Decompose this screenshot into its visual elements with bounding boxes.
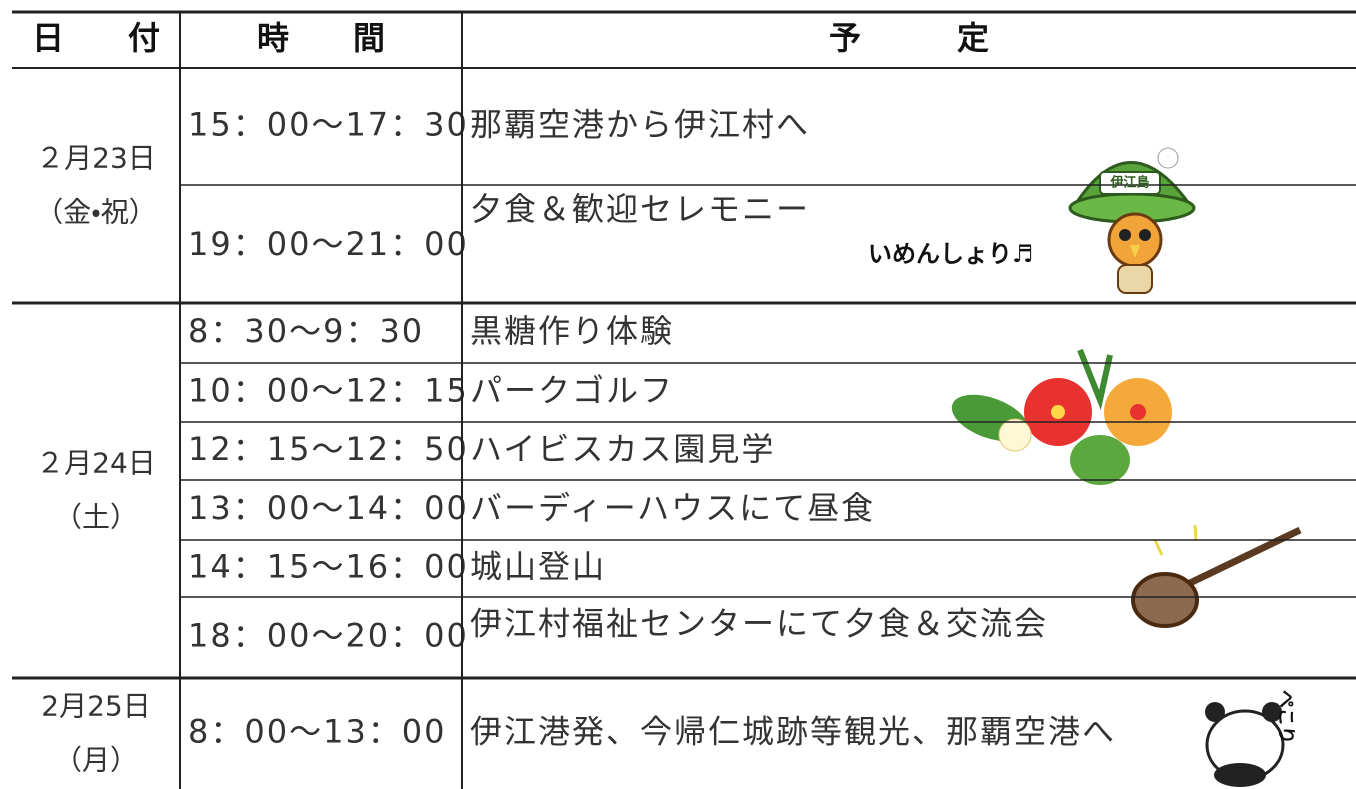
header-cell: 日 付 [32,19,160,57]
activity: ハイビスカス園見学 [470,430,775,468]
header-cell: 予 定 [829,19,989,57]
time: 12：15～12：50 [188,430,469,468]
sanshin-illustration [1131,524,1302,628]
time: 19：00～21：00 [188,225,469,263]
weekday: （金・祝） [35,196,157,229]
time: 15：00～17：30 [188,106,469,144]
activity: 伊江村福祉センターにて夕食＆交流会 [470,605,1048,643]
activity: 黒糖作り体験 [470,312,674,350]
panda-illustration [1205,702,1285,787]
weekday: （月） [54,744,138,777]
mascot-illustration [1068,147,1196,294]
time: 10：00～12：15 [188,372,469,410]
time: 18：00～20：00 [188,617,469,655]
activity: 伊江港発、今帰仁城跡等観光、那覇空港へ [470,713,1116,751]
time: 8：30～9：30 [188,312,424,350]
time: 8：00～13：00 [188,713,447,751]
weekday: （土） [54,501,138,534]
bow-label: ぺこり [1275,690,1296,744]
greeting: いめんしょり♬ [868,240,1034,268]
activity: 夕食＆歓迎セレモニー [470,190,810,228]
time: 13：00～14：00 [188,489,469,527]
time: 14：15～16：00 [188,548,469,586]
activity: パークゴルフ [470,372,674,410]
activity: バーディーハウスにて昼食 [470,489,875,527]
date: ２月24日 [36,447,156,480]
date: ２月23日 [36,142,156,175]
hibiscus-illustration [951,348,1172,485]
activity: 城山登山 [470,548,606,586]
header-cell: 時 間 [257,19,385,57]
date: 2月25日 [41,690,150,723]
activity: 那覇空港から伊江村へ [470,106,810,144]
mascot-hat-label: 伊江島 [1109,175,1149,191]
